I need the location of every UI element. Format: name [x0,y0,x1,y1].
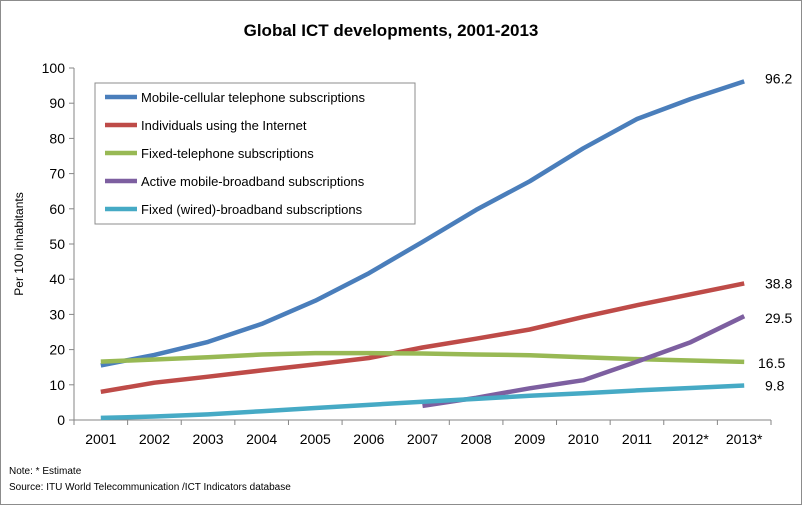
end-labels: 96.2 38.8 16.5 29.5 9.8 [758,70,792,393]
end-label-0: 96.2 [765,70,792,86]
end-label-2: 16.5 [758,355,785,371]
x-tick-label: 2013* [726,431,763,447]
legend-label-3: Active mobile-broadband subscriptions [141,174,365,189]
x-tick-label: 2009 [514,431,545,447]
legend-label-0: Mobile-cellular telephone subscriptions [141,90,366,105]
series-line-2 [100,350,745,365]
chart-title: Global ICT developments, 2001-2013 [244,21,539,40]
y-tick-label: 50 [49,236,65,252]
note-estimate: Note: * Estimate [9,466,82,477]
legend-box [94,82,416,225]
end-label-4: 9.8 [765,378,785,394]
x-tick-label: 2006 [353,431,384,447]
y-tick-label: 40 [49,271,65,287]
x-tick-label: 2001 [85,431,116,447]
y-axis-ticks: 0 10 20 30 40 50 60 70 80 90 100 [42,60,74,428]
x-tick-label: 2002 [139,431,170,447]
series-lines [100,79,746,421]
legend-label-2: Fixed-telephone subscriptions [141,146,314,161]
legend-label-1: Individuals using the Internet [141,118,307,133]
series-line-4 [100,383,745,421]
y-tick-label: 60 [49,201,65,217]
y-tick-label: 20 [49,342,65,358]
x-tick-label: 2004 [246,431,277,447]
y-tick-label: 90 [49,95,65,111]
y-tick-label: 80 [49,130,65,146]
x-tick-label: 2005 [300,431,331,447]
y-tick-label: 30 [49,306,65,322]
x-tick-label: 2012* [672,431,709,447]
series-line-1 [100,281,745,395]
end-label-1: 38.8 [765,275,792,291]
axes [73,68,771,421]
legend: Mobile-cellular telephone subscriptions I… [94,82,416,225]
series-line-0 [100,79,745,368]
y-tick-label: 10 [49,377,65,393]
note-source: Source: ITU World Telecommunication /ICT… [9,482,291,493]
y-axis-label: Per 100 inhabitants [12,192,26,295]
y-tick-label: 100 [42,60,66,76]
x-axis-ticks: 2001 2002 2003 2004 2005 2006 2007 2008 2009 2010… [73,420,772,447]
x-tick-label: 2007 [407,431,438,447]
x-tick-label: 2003 [192,431,223,447]
y-tick-label: 0 [57,412,65,428]
end-label-3: 29.5 [765,310,792,326]
x-tick-label: 2010 [568,431,599,447]
legend-label-4: Fixed (wired)-broadband subscriptions [141,202,363,217]
x-tick-label: 2008 [461,431,492,447]
x-tick-label: 2011 [622,431,652,447]
y-tick-label: 70 [49,166,65,182]
